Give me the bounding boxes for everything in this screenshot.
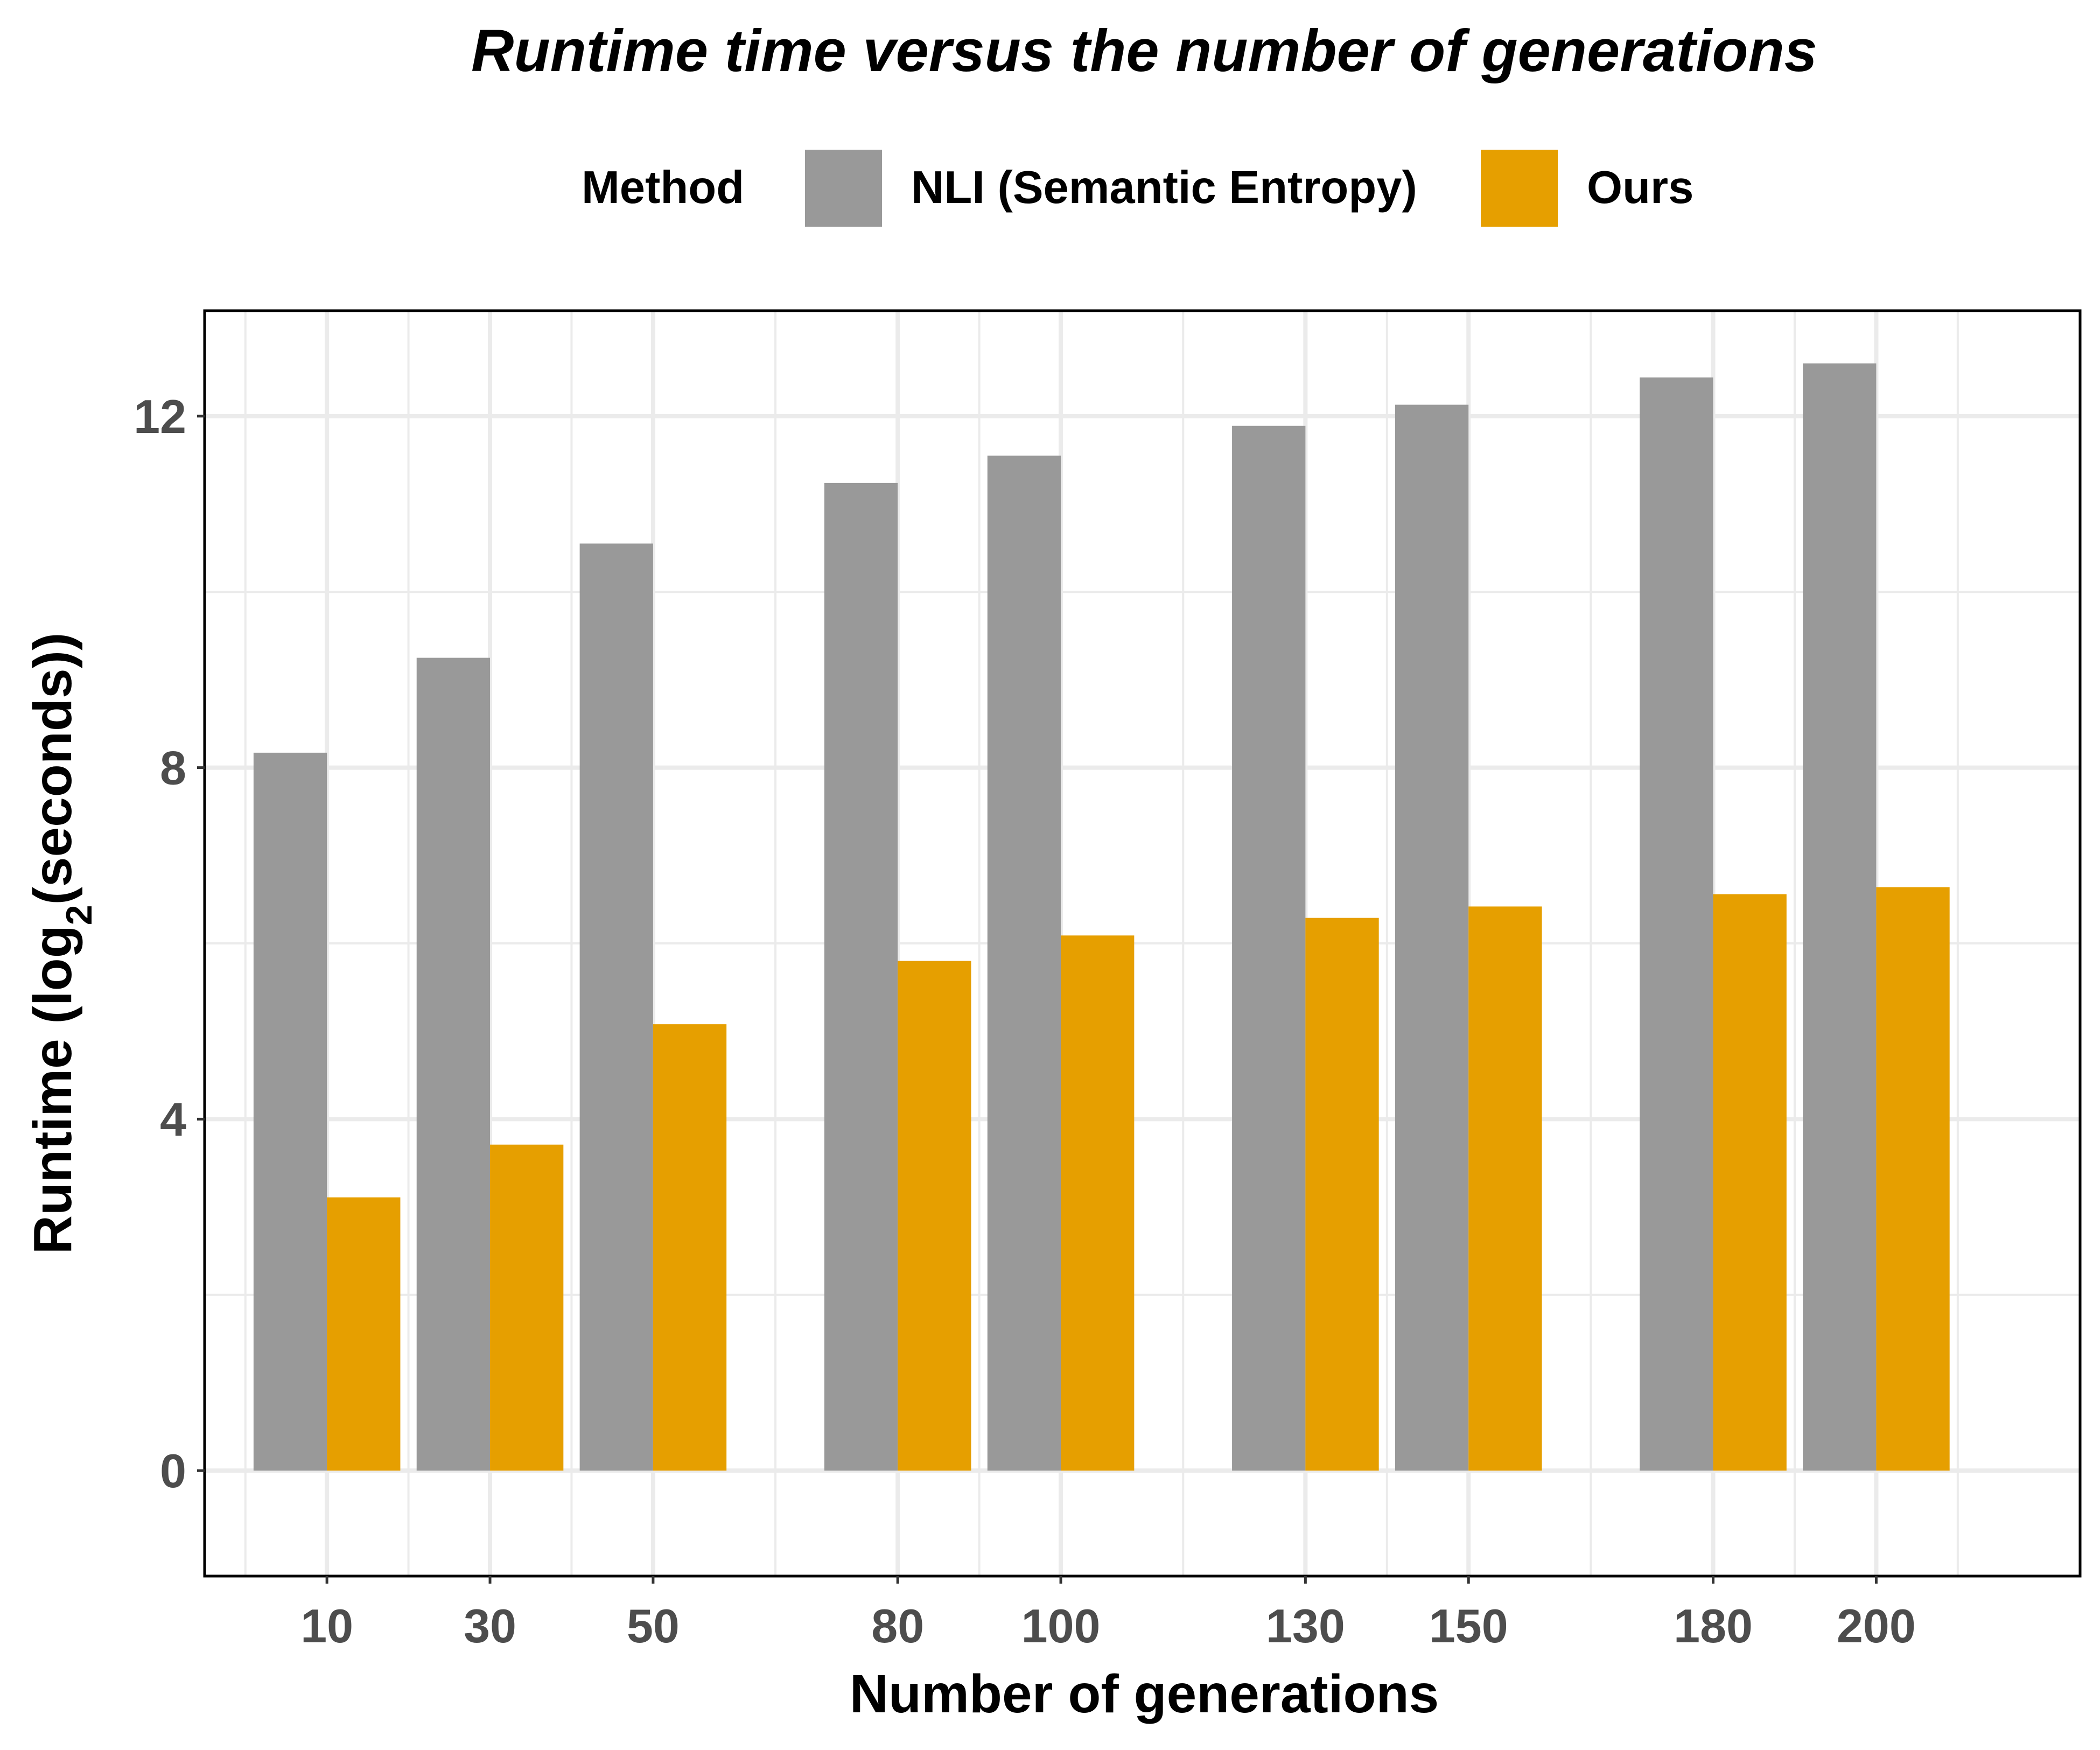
- legend-title: Method: [582, 162, 744, 213]
- bar-nli-10: [253, 752, 327, 1471]
- bar-ours-80: [898, 961, 971, 1471]
- bar-ours-30: [490, 1144, 564, 1471]
- x-tick-label: 150: [1429, 1599, 1508, 1653]
- bar-ours-200: [1876, 887, 1950, 1471]
- bar-nli-200: [1803, 363, 1877, 1471]
- bar-ours-50: [653, 1024, 727, 1471]
- bars: [253, 363, 1950, 1471]
- legend-label-nli: NLI (Semantic Entropy): [911, 162, 1417, 213]
- plot-border: [203, 309, 2082, 1578]
- x-tick-label: 10: [300, 1599, 353, 1653]
- bar-nli-30: [416, 657, 491, 1471]
- bar-ours-150: [1468, 906, 1542, 1471]
- x-axis-title: Number of generations: [850, 1664, 1439, 1724]
- y-tick-label: 4: [160, 1093, 186, 1146]
- x-tick-label: 130: [1266, 1599, 1345, 1653]
- bar-nli-50: [579, 543, 653, 1471]
- bar-ours-130: [1305, 918, 1379, 1471]
- bar-ours-10: [327, 1197, 401, 1471]
- bar-nli-150: [1395, 404, 1469, 1471]
- y-axis-title-main: Runtime (log: [23, 925, 83, 1254]
- x-axis-ticks: 10 30 50 80 100 130 150 180 200: [300, 1576, 1916, 1653]
- y-tick-label: 0: [160, 1444, 186, 1497]
- bar-nli-180: [1640, 377, 1713, 1471]
- legend-swatch-ours: [1481, 150, 1558, 227]
- legend-swatch-nli: [805, 150, 882, 227]
- x-tick-label: 50: [627, 1599, 680, 1653]
- bar-nli-100: [987, 456, 1061, 1471]
- bar-nli-130: [1232, 425, 1306, 1471]
- y-axis-title: Runtime (log2(seconds)): [23, 633, 100, 1255]
- x-tick-label: 100: [1021, 1599, 1101, 1653]
- x-tick-label: 180: [1674, 1599, 1753, 1653]
- y-axis-title-tail: (seconds)): [23, 633, 83, 905]
- legend: Method NLI (Semantic Entropy) Ours: [582, 150, 1693, 227]
- x-tick-label: 30: [464, 1599, 516, 1653]
- bar-ours-180: [1713, 894, 1787, 1471]
- y-axis-title-subscript: 2: [59, 905, 100, 925]
- x-tick-label: 80: [871, 1599, 924, 1653]
- chart-title: Runtime time versus the number of genera…: [471, 18, 1817, 84]
- bar-nli-80: [824, 482, 898, 1471]
- legend-label-ours: Ours: [1587, 162, 1693, 213]
- y-tick-label: 8: [160, 741, 186, 795]
- y-tick-label: 12: [134, 390, 186, 443]
- y-axis-ticks: 0 4 8 12: [134, 390, 205, 1497]
- bar-ours-100: [1061, 935, 1135, 1471]
- x-tick-label: 200: [1837, 1599, 1916, 1653]
